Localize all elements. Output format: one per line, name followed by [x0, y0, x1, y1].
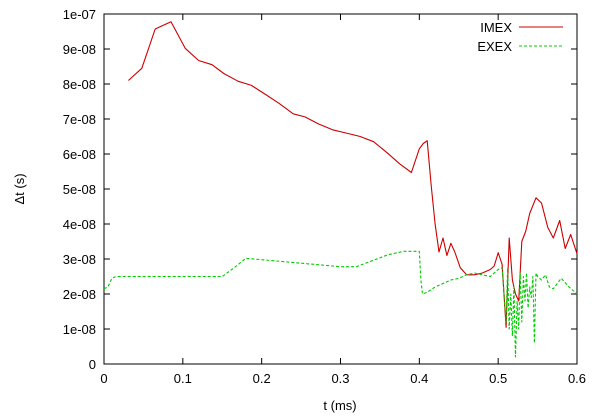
y-tick-label: 5e-08: [63, 182, 96, 197]
y-tick-label: 6e-08: [63, 147, 96, 162]
y-axis-label: Δt (s): [12, 173, 27, 204]
x-tick-label: 0.2: [253, 371, 271, 386]
data-series: [103, 21, 578, 358]
y-tick-label: 7e-08: [63, 112, 96, 127]
x-tick-label: 0.3: [331, 371, 349, 386]
x-tick-label: 0.1: [174, 371, 192, 386]
axis-ticks: [103, 13, 578, 365]
y-tick-label: 4e-08: [63, 217, 96, 232]
x-tick-label: 0.5: [489, 371, 507, 386]
axis-tick-labels: 0 0.1 0.2 0.3 0.4 0.5 0.6 0 1e-08 2e-08 3e-08 4e-08…: [63, 7, 586, 386]
y-tick-label: 3e-08: [63, 252, 96, 267]
y-tick-label: 9e-08: [63, 42, 96, 57]
series-line-exex: [103, 250, 578, 358]
x-tick-label: 0.4: [410, 371, 428, 386]
x-tick-label: 0: [100, 371, 107, 386]
series-line-imex: [128, 21, 578, 328]
y-tick-label: 8e-08: [63, 77, 96, 92]
legend-label-exex: EXEX: [477, 39, 512, 54]
y-tick-label: 1e-08: [63, 322, 96, 337]
legend-label-imex: IMEX: [480, 20, 512, 35]
y-tick-label: 1e-07: [63, 7, 96, 22]
legend: IMEX EXEX: [477, 20, 563, 54]
y-tick-label: 2e-08: [63, 287, 96, 302]
x-axis-label: t (ms): [323, 398, 356, 413]
y-tick-label: 0: [89, 357, 96, 372]
x-tick-label: 0.6: [568, 371, 586, 386]
